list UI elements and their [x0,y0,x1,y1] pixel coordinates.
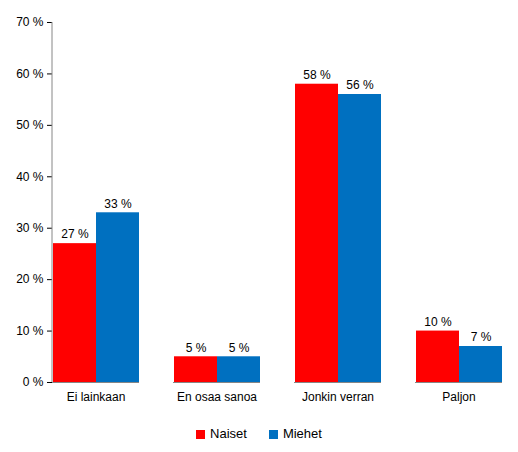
svg-text:33 %: 33 % [104,197,132,211]
svg-text:Paljon: Paljon [442,390,475,404]
svg-text:Ei lainkaan: Ei lainkaan [67,390,126,404]
svg-text:50 %: 50 % [16,118,44,132]
svg-text:70 %: 70 % [16,15,44,29]
svg-text:27 %: 27 % [61,227,89,241]
svg-text:56 %: 56 % [346,78,374,92]
html-text:Naiset: Naiset [210,425,247,441]
svg-text:60 %: 60 % [16,67,44,81]
svg-text:30 %: 30 % [16,221,44,235]
svg-text:10 %: 10 % [424,315,452,329]
svg-text:10 %: 10 % [16,324,44,338]
svg-text:5 %: 5 % [186,341,207,355]
svg-text:Jonkin verran: Jonkin verran [302,390,374,404]
html-text:Miehet: Miehet [282,425,322,441]
svg-text:0 %: 0 % [23,375,44,389]
svg-text:58 %: 58 % [303,68,331,82]
svg-text:40 %: 40 % [16,170,44,184]
svg-text:En osaa sanoa: En osaa sanoa [177,390,257,404]
svg-text:7 %: 7 % [471,330,492,344]
svg-text:20 %: 20 % [16,272,44,286]
svg-text:5 %: 5 % [229,341,250,355]
